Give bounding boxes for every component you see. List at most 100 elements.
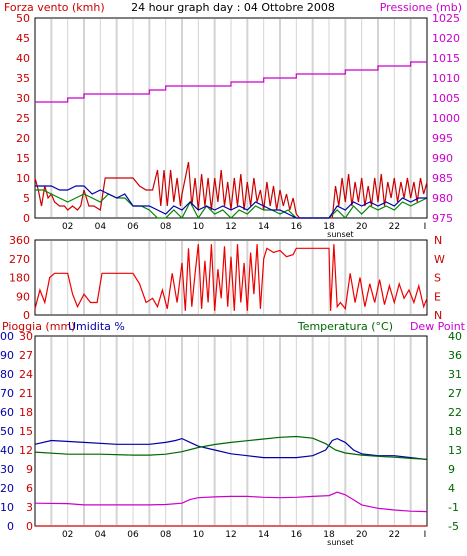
humidity-axis-tick: 100	[0, 330, 14, 343]
right-axis-tick: 27	[448, 387, 462, 400]
x-tick-label: 08	[160, 530, 172, 540]
x-tick-label: 20	[356, 222, 368, 232]
x-tick-label: I	[424, 222, 427, 232]
wind_gust-line	[35, 189, 428, 220]
right-axis-tick: 22	[448, 406, 462, 419]
x-tick-label: 12	[225, 222, 236, 232]
left-axis-tick: 270	[9, 253, 30, 266]
x-tick-label: 08	[160, 222, 172, 232]
humidity-axis-tick: 10	[0, 501, 14, 514]
x-tick-label: 10	[193, 530, 205, 540]
left-axis-tick: 30	[16, 92, 30, 105]
humidity-line	[34, 437, 428, 461]
humidity-axis-tick: 20	[0, 482, 14, 495]
right-axis-tick: 1025	[432, 12, 460, 25]
humidity-axis-title: Umidita %	[68, 320, 125, 333]
wind_speed-line	[34, 161, 428, 219]
left-axis-tick: 50	[16, 12, 30, 25]
rain-axis-tick: 15	[19, 425, 33, 438]
left-axis-tick: 15	[16, 152, 30, 165]
right-axis-tick: 31	[448, 368, 462, 381]
pressure-line	[35, 61, 427, 103]
x-tick-label: 10	[193, 222, 205, 232]
left-axis-tick: 10	[16, 172, 30, 185]
x-tick-label: 06	[127, 222, 139, 232]
humidity-axis-tick: 90	[0, 349, 14, 362]
left-axis-tick: 0	[23, 212, 30, 225]
humidity-axis-tick: 70	[0, 387, 14, 400]
x-tick-label: 22	[389, 530, 400, 540]
rain-axis-tick: 6	[26, 482, 33, 495]
right-axis-tick: 985	[432, 172, 453, 185]
right-axis-tick: 9	[448, 463, 455, 476]
x-tick-label: 14	[258, 222, 270, 232]
x-tick-label: 16	[291, 530, 303, 540]
humidity-axis-tick: 50	[0, 425, 14, 438]
right-axis-tick: 1000	[432, 112, 460, 125]
right-axis-tick: 18	[448, 425, 462, 438]
left-axis-tick: 25	[16, 112, 30, 125]
rain-axis-title: Pioggia (mm)	[2, 320, 75, 333]
x-tick-label: 20	[356, 530, 368, 540]
right-axis-tick: W	[434, 253, 445, 266]
x-tick-label: 04	[95, 222, 107, 232]
humidity-axis-tick: 30	[0, 463, 14, 476]
temperature-axis-title: Temperatura (°C)	[297, 320, 393, 333]
left-axis-tick: 180	[9, 272, 30, 285]
right-axis-tick: 1010	[432, 72, 460, 85]
rain-axis-tick: 21	[19, 387, 33, 400]
right-axis-tick: -5	[448, 520, 459, 533]
right-axis-tick: 4	[448, 482, 455, 495]
graph-title: 24 hour graph day : 04 Ottobre 2008	[131, 1, 335, 14]
sunset-label: sunset	[327, 230, 354, 239]
rain-axis-tick: 9	[26, 463, 33, 476]
left-axis-tick: 5	[23, 192, 30, 205]
humidity-axis-tick: 80	[0, 368, 14, 381]
wind_dir-line	[34, 244, 428, 311]
right-axis-tick: N	[434, 309, 442, 322]
pressure-axis-title: Pressione (mb)	[380, 1, 462, 14]
rain-axis-tick: 27	[19, 349, 33, 362]
x-tick-label: 02	[62, 222, 73, 232]
x-tick-label: 04	[95, 530, 107, 540]
x-tick-label: 18	[323, 222, 335, 232]
sunset-label: sunset	[327, 538, 354, 547]
rain-axis-tick: 18	[19, 406, 33, 419]
x-tick-label: 18	[323, 530, 335, 540]
dewpoint-axis-title: Dew Point	[410, 320, 466, 333]
left-axis-tick: 360	[9, 234, 30, 247]
right-axis-tick: E	[434, 290, 441, 303]
rain-axis-tick: 30	[19, 330, 33, 343]
wind_avg-line	[35, 185, 427, 219]
left-axis-tick: 40	[16, 52, 30, 65]
right-axis-tick: -1	[448, 501, 459, 514]
right-axis-tick: 40	[448, 330, 462, 343]
right-axis-tick: 36	[448, 349, 462, 362]
left-axis-tick: 0	[23, 309, 30, 322]
rain-axis-tick: 24	[19, 368, 33, 381]
rain-axis-tick: 3	[26, 501, 33, 514]
humidity-axis-tick: 40	[0, 444, 14, 457]
x-tick-label: 12	[225, 530, 236, 540]
right-axis-tick: S	[434, 272, 441, 285]
right-axis-tick: 1015	[432, 52, 460, 65]
x-tick-label: I	[424, 530, 427, 540]
x-tick-label: 14	[258, 530, 270, 540]
right-axis-tick: 990	[432, 152, 453, 165]
right-axis-tick: N	[434, 234, 442, 247]
x-tick-label: 06	[127, 530, 139, 540]
right-axis-tick: 1005	[432, 92, 460, 105]
rain-axis-tick: 0	[26, 520, 33, 533]
wind-axis-title: Forza vento (kmh)	[4, 1, 105, 14]
humidity-axis-tick: 0	[7, 520, 14, 533]
x-tick-label: 22	[389, 222, 400, 232]
right-axis-tick: 13	[448, 444, 462, 457]
humidity-axis-tick: 60	[0, 406, 14, 419]
x-tick-label: 16	[291, 222, 303, 232]
x-tick-label: 02	[62, 530, 73, 540]
right-axis-tick: 975	[432, 212, 453, 225]
right-axis-tick: 1020	[432, 32, 460, 45]
left-axis-tick: 35	[16, 72, 30, 85]
